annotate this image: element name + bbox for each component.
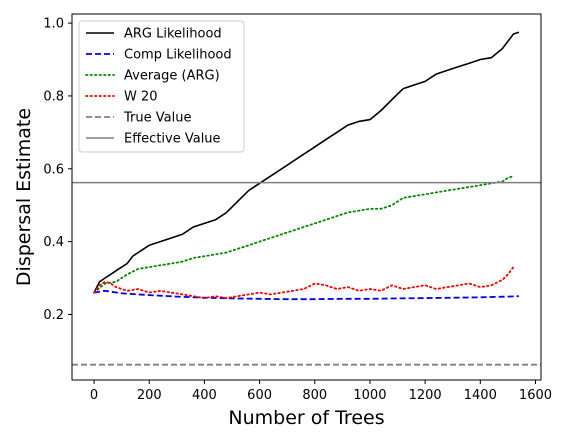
plot-frame (71, 13, 542, 381)
legend: ARG Likelihood Comp Likelihood Average (AR… (78, 20, 245, 153)
legend-entry-5: Effective Value (124, 132, 221, 147)
series-line-0 (93, 31, 520, 293)
legend-entry-3: W 20 (124, 90, 158, 105)
legend-entry-0: ARG Likelihood (124, 27, 222, 42)
series-line-2 (93, 175, 515, 294)
y-axis-ticks: 0.2 0.4 0.6 0.8 1.0 (43, 17, 72, 323)
legend-entry-2: Average (ARG) (124, 69, 220, 84)
x-tick-label-8: 1600 (519, 388, 552, 403)
y-axis-label: Dispersal Estimate (13, 108, 35, 286)
plot-lines (72, 31, 541, 366)
x-tick-label-5: 1000 (353, 388, 386, 403)
series-line-1 (93, 289, 519, 301)
x-axis-label: Number of Trees (228, 407, 384, 429)
legend-entry-4: True Value (123, 111, 191, 126)
series-line-3 (93, 266, 515, 300)
x-tick-label-2: 400 (192, 388, 217, 403)
x-tick-label-3: 600 (247, 388, 272, 403)
y-tick-label-3: 0.8 (43, 89, 64, 104)
y-tick-label-2: 0.6 (43, 162, 64, 177)
x-tick-label-7: 1400 (464, 388, 497, 403)
y-tick-label-1: 0.4 (43, 235, 64, 250)
x-axis-ticks: 0 200 400 600 800 1000 1200 1400 1600 (90, 380, 552, 403)
y-tick-label-0: 0.2 (43, 308, 64, 323)
x-tick-label-1: 200 (137, 388, 162, 403)
x-tick-label-0: 0 (90, 388, 98, 403)
y-tick-label-4: 1.0 (43, 17, 64, 32)
legend-entry-1: Comp Likelihood (124, 48, 232, 63)
x-tick-label-4: 800 (302, 388, 327, 403)
x-tick-label-6: 1200 (409, 388, 442, 403)
legend-box (78, 20, 245, 153)
